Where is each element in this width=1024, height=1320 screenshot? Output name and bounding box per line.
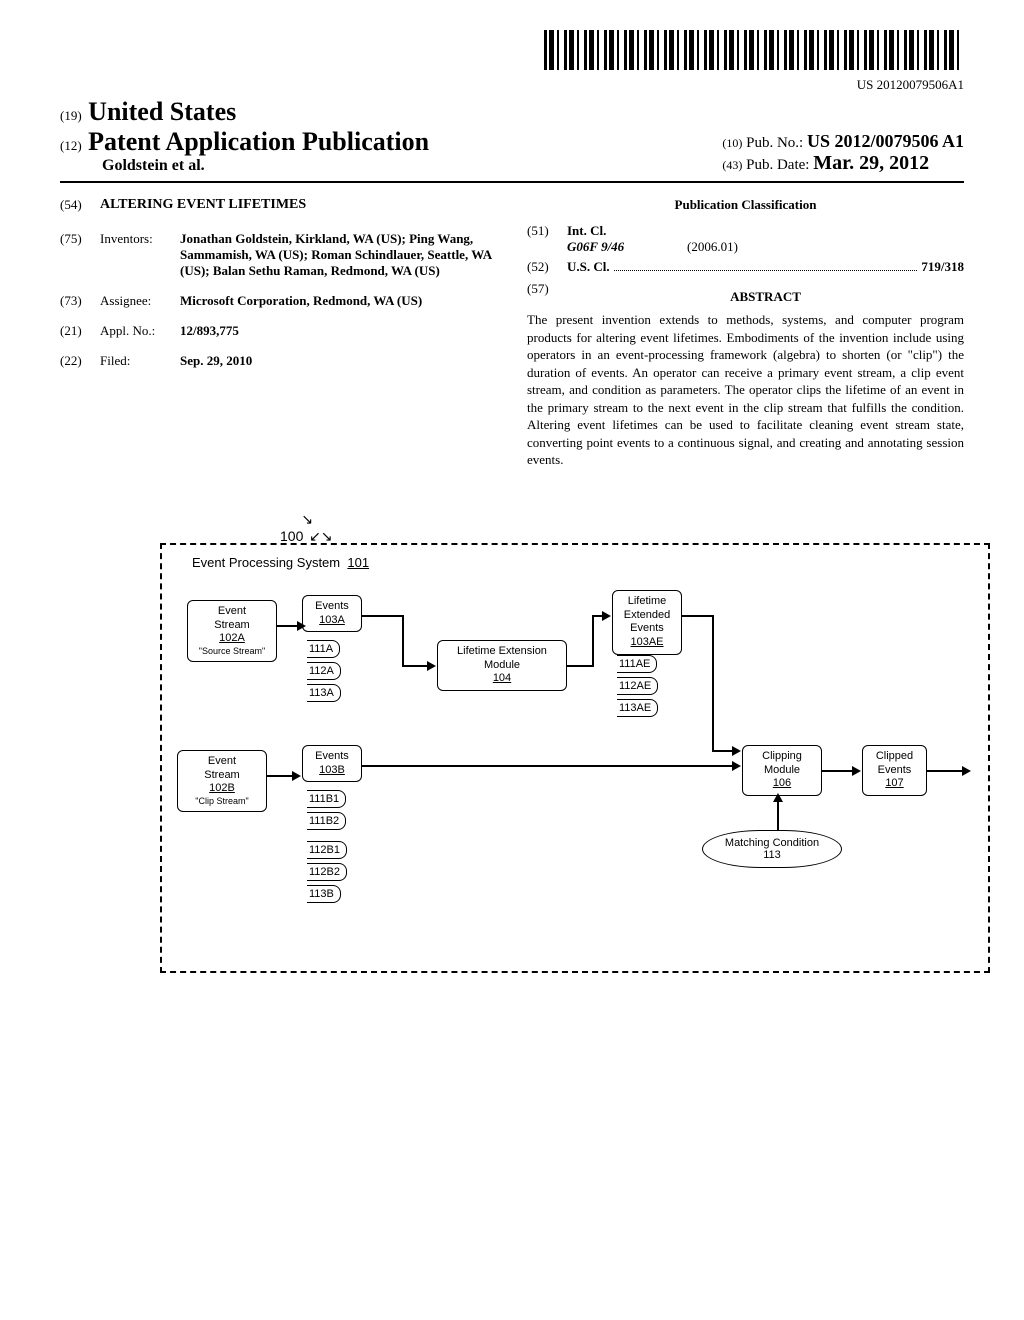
pubnum: US 2012/0079506 A1: [807, 131, 964, 151]
tag-113ae: 113AE: [617, 699, 658, 717]
node-stream-b: EventStream 102B "Clip Stream": [177, 750, 267, 813]
pubnum-prefix: (10): [722, 136, 742, 150]
arrow-line: [927, 770, 967, 772]
uscl-code: (52): [527, 259, 567, 275]
tag-113b: 113B: [307, 885, 341, 903]
arrow-line: [362, 765, 737, 767]
uscl-dots: [614, 259, 918, 271]
arrow-head-icon: [732, 746, 741, 756]
node-events-b: Events 103B: [302, 745, 362, 783]
figure-number: 100↘ ↙↘: [280, 511, 333, 545]
arrow-line: [682, 615, 712, 617]
arrow-line: [402, 615, 404, 665]
uscl-label: U.S. Cl.: [567, 259, 610, 275]
arrow-head-icon: [297, 621, 306, 631]
pub-prefix: (12): [60, 138, 82, 153]
classification-heading: Publication Classification: [527, 197, 964, 213]
barcode-label: US 20120079506A1: [60, 77, 964, 93]
authors: Goldstein et al.: [60, 157, 429, 175]
inventors-label: Inventors:: [100, 231, 180, 279]
uscl-val: 719/318: [921, 259, 964, 275]
tag-111a: 111A: [307, 640, 340, 658]
assignee-code: (73): [60, 293, 100, 309]
country-prefix: (19): [60, 108, 82, 123]
barcode-graphic: [544, 30, 964, 70]
intcl-date: (2006.01): [687, 239, 738, 255]
arrow-head-icon: [852, 766, 861, 776]
intcl-label: Int. Cl.: [567, 223, 964, 239]
abstract-body: The present invention extends to methods…: [527, 311, 964, 469]
country: United States: [88, 97, 236, 126]
node-clipping-module: ClippingModule 106: [742, 745, 822, 796]
system-box: Event Processing System 101 EventStream …: [160, 543, 990, 973]
bibliographic-data: (54) ALTERING EVENT LIFETIMES (75) Inven…: [60, 197, 964, 469]
assignee-val: Microsoft Corporation, Redmond, WA (US): [180, 293, 497, 309]
filed-label: Filed:: [100, 353, 180, 369]
node-matching-condition: Matching Condition 113: [702, 830, 842, 868]
arrow-line: [592, 615, 594, 667]
abstract-code: (57): [527, 281, 567, 311]
pubdate-prefix: (43): [722, 158, 742, 172]
inventors-val: Jonathan Goldstein, Kirkland, WA (US); P…: [180, 231, 497, 279]
tag-111ae: 111AE: [617, 655, 657, 673]
assignee-label: Assignee:: [100, 293, 180, 309]
abstract-heading: ABSTRACT: [567, 289, 964, 305]
arrow-head-icon: [602, 611, 611, 621]
node-lem: Lifetime ExtensionModule 104: [437, 640, 567, 691]
arrow-head-icon: [962, 766, 971, 776]
inventors-code: (75): [60, 231, 100, 279]
tag-111b1: 111B1: [307, 790, 346, 808]
intcl-class: G06F 9/46: [567, 239, 687, 255]
node-ext-events: LifetimeExtendedEvents 103AE: [612, 590, 682, 655]
arrow-line: [362, 615, 402, 617]
tag-112ae: 112AE: [617, 677, 658, 695]
figure: 100↘ ↙↘ Event Processing System 101 Even…: [60, 519, 964, 1019]
pubdate: Mar. 29, 2012: [813, 152, 929, 174]
tag-112b1: 112B1: [307, 841, 347, 859]
pubnum-label: Pub. No.:: [746, 135, 803, 151]
tag-112a: 112A: [307, 662, 341, 680]
arrow-head-icon: [732, 761, 741, 771]
node-events-a: Events 103A: [302, 595, 362, 633]
header: (19) United States (12) Patent Applicati…: [60, 97, 964, 183]
patent-title: ALTERING EVENT LIFETIMES: [100, 197, 497, 213]
tag-113a: 113A: [307, 684, 341, 702]
appl-label: Appl. No.:: [100, 323, 180, 339]
arrow-line: [777, 800, 779, 830]
tag-112b2: 112B2: [307, 863, 347, 881]
arrow-line: [712, 615, 714, 750]
pubdate-label: Pub. Date:: [746, 157, 809, 173]
arrow-head-icon: [427, 661, 436, 671]
appl-val: 12/893,775: [180, 323, 497, 339]
arrow-head-icon: [292, 771, 301, 781]
node-stream-a: EventStream 102A "Source Stream": [187, 600, 277, 663]
intcl-code: (51): [527, 223, 567, 255]
filed-val: Sep. 29, 2010: [180, 353, 497, 369]
tag-111b2: 111B2: [307, 812, 346, 830]
barcode-block: US 20120079506A1: [60, 30, 964, 93]
filed-code: (22): [60, 353, 100, 369]
appl-code: (21): [60, 323, 100, 339]
title-code: (54): [60, 197, 100, 213]
arrow-head-icon: [773, 793, 783, 802]
pub-type: Patent Application Publication: [88, 127, 429, 156]
arrow-line: [567, 665, 592, 667]
node-clipped-events: ClippedEvents 107: [862, 745, 927, 796]
system-label: Event Processing System 101: [192, 555, 369, 570]
